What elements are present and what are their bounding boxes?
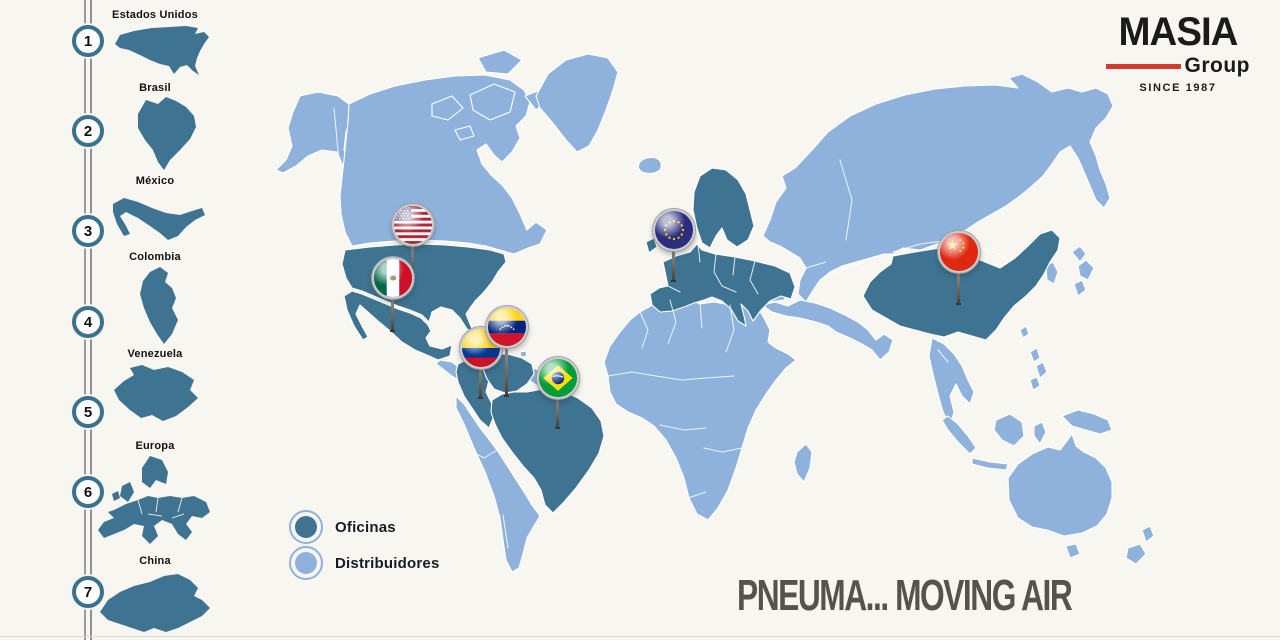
region-mexico [343,290,453,361]
venezuela-flag-icon [486,306,528,348]
map-pin-mexico[interactable] [372,257,414,349]
pin-stick [671,248,676,282]
region-venezuela [481,353,535,394]
legend-offices-label: Oficinas [335,518,396,536]
mexico-flag-icon [372,257,414,299]
thumbnail-china [100,574,210,632]
region-china [862,229,1061,341]
usa-flag-icon [392,204,434,246]
map-pin-china[interactable] [938,231,980,323]
timeline-number-7: 7 [72,576,104,608]
office-regions [341,167,1061,514]
brand-logo: MASIA Group SINCE 1987 [1106,12,1250,94]
sidebar-label-china: China [139,555,171,567]
timeline-number-3: 3 [72,215,104,247]
brand-group: Group [1184,54,1250,77]
pin-stick [956,270,961,305]
thumbnail-venezuela [114,365,198,421]
pin-stick [478,366,483,399]
legend-distributors: Distribuidores [289,546,439,580]
thumbnail-brasil [138,97,196,170]
sidebar-label-venezuela: Venezuela [127,348,183,360]
logo-red-line [1106,63,1181,69]
map-pin-estados-unidos[interactable] [392,204,434,296]
legend-offices: Oficinas [289,510,396,544]
brazil-flag-icon [537,357,579,399]
pin-stick [390,296,395,332]
sidebar-label-brasil: Brasil [139,82,171,94]
country-borders [333,107,1001,549]
sidebar-label-estados-unidos: Estados Unidos [112,9,198,21]
timeline-number-1: 1 [72,25,104,57]
region-europe [649,243,796,327]
china-flag-icon [938,231,980,273]
region-scandinavia [692,167,755,249]
map-pin-europa[interactable] [653,209,695,301]
tagline: PNEUMA... MOVING AIR [737,571,1073,620]
map-pin-venezuela[interactable] [486,306,528,398]
brand-name: MASIA [1118,10,1239,54]
thumbnail-europa [98,456,210,544]
eu-flag-icon [653,209,695,251]
sidebar-label-europa: Europa [135,440,175,452]
region-brazil [490,385,605,514]
bottom-divider [0,636,1280,637]
thumbnail-mexico [113,198,205,240]
timeline-number-2: 2 [72,115,104,147]
timeline-number-6: 6 [72,476,104,508]
timeline-number-5: 5 [72,396,104,428]
sidebar-label-mexico: México [135,175,175,187]
pin-stick [504,345,509,397]
thumbnail-colombia [140,267,178,344]
timeline-number-4: 4 [72,306,104,338]
brand-since: SINCE 1987 [1139,82,1217,94]
offices-dot-icon [289,510,323,544]
map-pin-brasil[interactable] [537,357,579,449]
pin-stick [555,396,560,429]
region-ireland [645,237,658,254]
legend-distributors-label: Distribuidores [335,554,440,572]
distributors-dot-icon [289,546,323,580]
sidebar-label-colombia: Colombia [129,251,181,263]
thumbnail-estados-unidos [115,26,209,75]
